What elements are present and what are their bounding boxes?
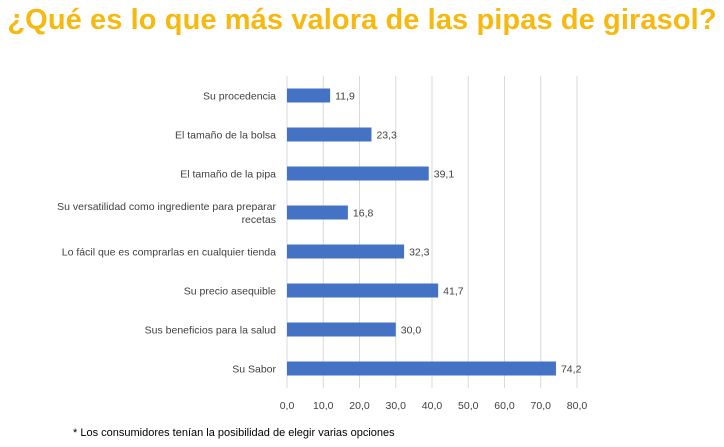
x-tick-label: 0,0 [280,400,295,412]
x-tick-label: 20,0 [349,400,370,412]
bar [287,361,556,376]
category-label: El tamaño de la pipa [180,169,276,181]
category-label: El tamaño de la bolsa [175,130,276,142]
bar [287,166,429,181]
value-label: 30,0 [401,325,422,337]
x-tick-label: 30,0 [386,400,407,412]
value-labels: 11,9 23,3 39,1 16,8 32,3 41,7 30,0 74,2 [335,91,581,376]
value-label: 11,9 [335,91,355,103]
value-label: 32,3 [409,247,430,259]
category-label: Lo fácil que es comprarlas en cualquier … [62,247,276,259]
category-label: recetas [242,214,276,226]
bar [287,127,372,142]
x-tick-label: 40,0 [422,400,443,412]
value-label: 16,8 [353,208,374,220]
bar [287,205,348,220]
value-label: 41,7 [443,286,464,298]
value-label: 23,3 [376,130,397,142]
category-label: Su procedencia [203,91,276,103]
value-label: 39,1 [434,169,455,181]
x-tick-label: 70,0 [531,400,552,412]
category-label: Su versatilidad como ingrediente para pr… [57,201,276,213]
bar [287,322,396,337]
bar [287,244,405,259]
x-tick-label: 50,0 [458,400,479,412]
category-label: Su Sabor [232,364,276,376]
x-tick-label: 60,0 [494,400,515,412]
grid-lines [322,76,578,388]
tick-labels: 0,0 10,0 20,0 30,0 40,0 50,0 60,0 70,0 80,0 [280,400,588,412]
chart-title: ¿Qué es lo que más valora de las pipas d… [7,4,717,36]
x-tick-label: 80,0 [567,400,588,412]
category-labels: Su procedencia El tamaño de la bolsa El ta… [57,91,276,376]
bar [287,88,331,103]
x-tick-label: 10,0 [313,400,334,412]
value-label: 74,2 [561,364,582,376]
category-label: Sus beneficios para la salud [145,325,276,337]
bar [287,283,439,298]
footnote: * Los consumidores tenían la posibilidad… [73,427,395,439]
bars [287,88,556,376]
category-label: Su precio asequible [184,286,276,298]
